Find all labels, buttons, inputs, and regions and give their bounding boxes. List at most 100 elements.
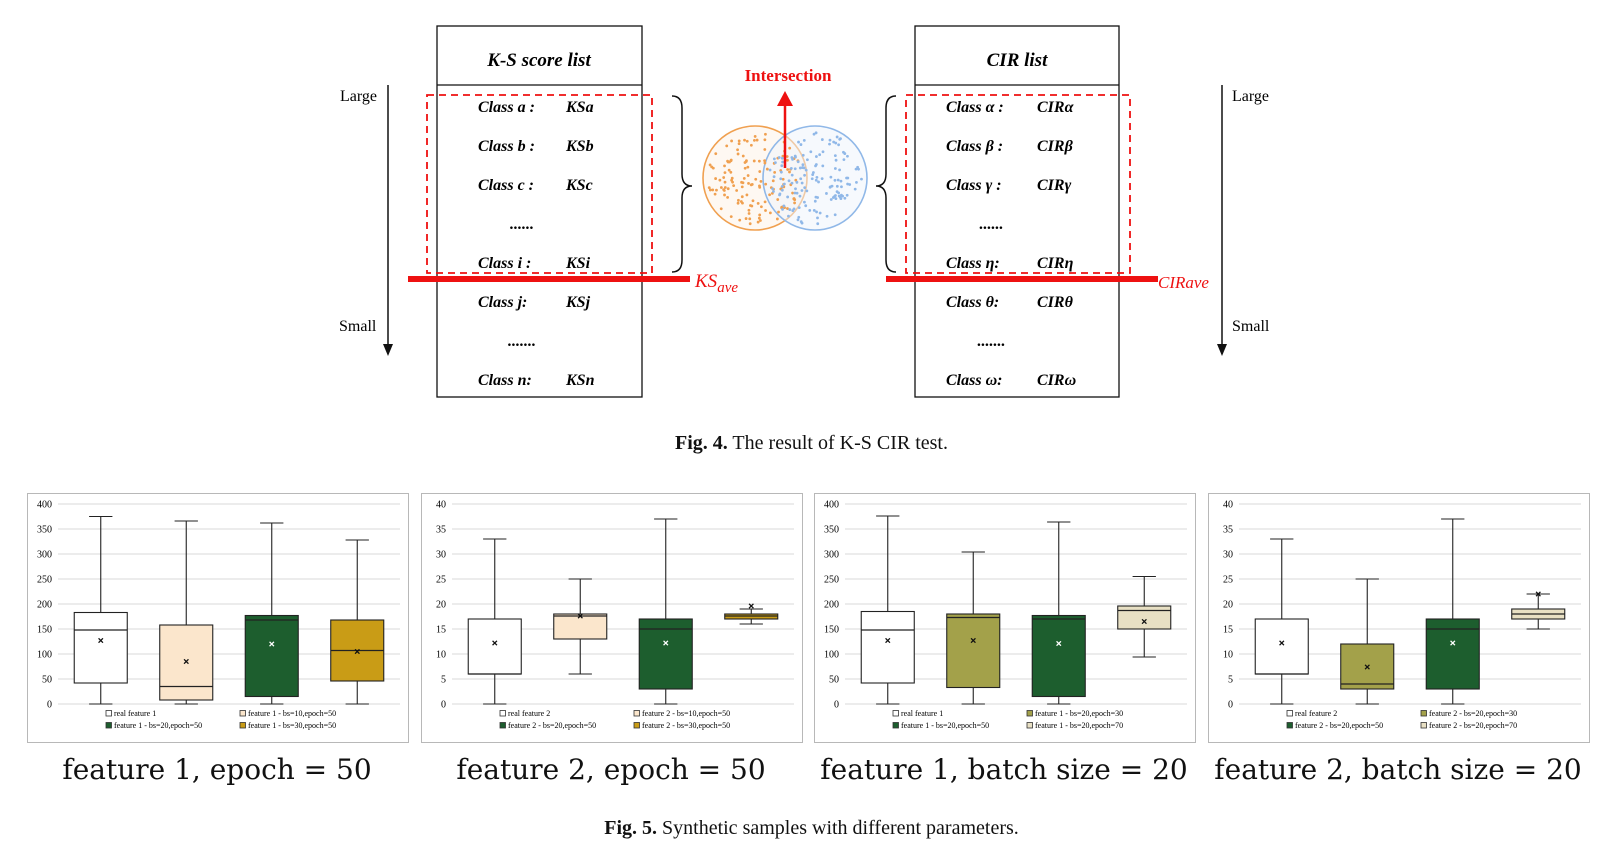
- scatter-dot: [794, 187, 797, 191]
- scatter-dot: [800, 221, 804, 225]
- scatter-dot: [831, 196, 835, 199]
- legend-swatch: [1026, 722, 1033, 729]
- mean-marker: [1535, 591, 1541, 597]
- ks-row-group: Class a : KSa Class b : KSb Class c : KSc....…: [478, 99, 595, 389]
- scatter-dot: [820, 138, 824, 141]
- ks-top-selection: [426, 94, 653, 274]
- scatter-dot: [815, 210, 818, 214]
- scatter-dot: [723, 193, 726, 197]
- scatter-dot: [834, 158, 838, 162]
- scatter-dot: [732, 184, 736, 187]
- scatter-dot: [798, 194, 802, 198]
- scatter-dot: [782, 182, 786, 186]
- legend-swatch: [499, 722, 506, 729]
- box-iqr: [73, 611, 128, 684]
- scatter-dot: [775, 217, 779, 221]
- scatter-dot: [796, 218, 800, 222]
- scatter-dot: [736, 152, 740, 156]
- scatter-dot: [846, 182, 849, 186]
- scatter-dot: [795, 180, 799, 184]
- scatter-dot: [756, 201, 760, 205]
- scatter-dot: [743, 166, 747, 170]
- y-tick-label: 10: [1223, 650, 1233, 661]
- down-arrow-right: [1217, 344, 1227, 356]
- scatter-dot: [809, 150, 813, 154]
- scatter-dot: [751, 199, 755, 203]
- scatter-dot: [757, 159, 761, 163]
- ks-list-header: K-S score list: [486, 50, 591, 71]
- scatter-dot: [840, 185, 843, 189]
- scatter-dot: [768, 168, 772, 172]
- scatter-dot: [729, 215, 733, 219]
- scatter-dot: [729, 170, 733, 174]
- scatter-dot: [788, 208, 792, 211]
- fig5-caption: Fig. 5. Synthetic samples with different…: [0, 817, 1623, 840]
- panel-1-subtitle: feature 1, epoch = 50: [62, 753, 372, 786]
- cir-top-selection: [905, 94, 1131, 274]
- scatter-dot: [771, 179, 775, 183]
- scatter-dot: [803, 173, 806, 177]
- panel-2-subtitle: feature 2, epoch = 50: [456, 753, 766, 786]
- scatter-dot: [729, 159, 733, 163]
- scatter-dot: [708, 163, 712, 167]
- scatter-dot: [722, 176, 726, 179]
- legend-swatch: [499, 710, 506, 717]
- scatter-dot: [779, 177, 783, 181]
- ks-row-label: Class n:: [478, 372, 532, 389]
- scatter-dot: [842, 150, 845, 154]
- small-label-left: Small: [339, 318, 377, 335]
- scatter-dot: [838, 137, 842, 141]
- scatter-dot: [808, 209, 812, 212]
- cir-row-label: Class η:: [946, 255, 1000, 272]
- scatter-dot: [787, 214, 790, 218]
- cir-row-label: Class α :: [946, 99, 1004, 116]
- scatter-dot: [825, 192, 828, 195]
- mean-marker: [98, 637, 104, 644]
- scatter-dot: [719, 207, 723, 211]
- boxplot-panel-3: 0 50 100 150 200 250 300 350 400 real feature 1 fe…: [814, 493, 1196, 743]
- scatter-dot: [790, 181, 794, 185]
- legend-swatch: [105, 722, 112, 729]
- scatter-dot: [776, 198, 780, 201]
- box-iqr: [1117, 605, 1172, 630]
- right-brace: [875, 95, 897, 273]
- scatter-dot: [828, 138, 832, 142]
- scatter-dot: [838, 168, 841, 172]
- scatter-dot: [753, 135, 757, 138]
- scatter-dot: [741, 181, 745, 185]
- y-tick-label: 400: [824, 500, 839, 511]
- scatter-dot: [740, 185, 744, 189]
- legend-swatch: [105, 710, 112, 717]
- box-iqr: [1254, 618, 1309, 675]
- scatter-dot: [798, 166, 802, 170]
- scatter-dot: [810, 177, 814, 181]
- scatter-dot: [747, 208, 751, 212]
- scatter-dot: [735, 189, 739, 192]
- legend-swatch: [239, 710, 246, 717]
- scatter-dot: [788, 170, 791, 174]
- scatter-dot: [730, 178, 733, 182]
- scatter-dot: [745, 159, 748, 163]
- scatter-dot: [818, 153, 822, 157]
- y-tick-label: 40: [1223, 500, 1233, 511]
- y-tick-label: 0: [47, 700, 52, 711]
- scatter-dot: [789, 166, 793, 170]
- legend-swatch: [1286, 722, 1293, 729]
- legend-swatch: [1420, 722, 1427, 729]
- scatter-dot: [723, 180, 727, 184]
- ks-ave-line: [408, 276, 690, 282]
- cir-ave-line: [886, 276, 1158, 282]
- scatter-dot: [757, 216, 761, 220]
- scatter-dot: [794, 178, 798, 182]
- scatter-dot: [795, 191, 799, 195]
- y-tick-label: 35: [436, 525, 446, 536]
- legend-label: real feature 1: [901, 709, 943, 718]
- scatter-dot: [818, 211, 822, 215]
- scatter-dot: [857, 167, 860, 171]
- cir-list-header: CIR list: [987, 50, 1048, 71]
- mean-marker: [354, 648, 360, 655]
- scatter-dot: [740, 195, 744, 199]
- scatter-dot: [763, 138, 767, 142]
- scatter-dot: [768, 193, 772, 197]
- scatter-dot: [771, 187, 775, 191]
